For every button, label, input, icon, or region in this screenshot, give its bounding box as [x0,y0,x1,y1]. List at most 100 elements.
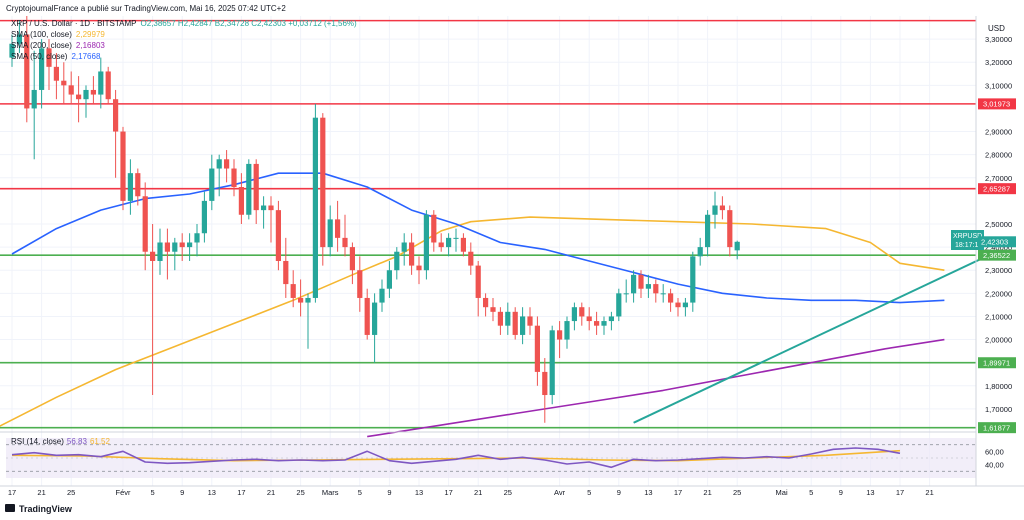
candle [16,20,22,53]
candle [446,233,452,257]
candle-body [490,307,496,312]
time-tick-label: 21 [703,488,711,497]
candle [364,288,370,340]
time-tick-label: 17 [8,488,16,497]
candle [98,57,104,109]
time-tick-label: 13 [644,488,652,497]
price-tick-label: 2,70000 [985,174,1012,183]
candle [727,205,733,257]
candle-body [431,214,437,243]
candle-body [475,265,481,298]
price-tick-label: 2,90000 [985,128,1012,137]
candle-body [468,251,474,266]
candle-body [386,270,392,289]
price-tick-label: 1,70000 [985,405,1012,414]
candle-body [460,237,466,252]
rsi-legend[interactable]: RSI (14, close) 56,83 61,52 [11,437,111,446]
candle [150,224,156,396]
time-axis[interactable]: 17 21 25 Févr 5 9 13 17 21 25 Mars 5 9 13 17 21 25 Avr 5 9 1… [8,488,934,497]
price-axis-currency: USD [988,24,1005,33]
candle [31,50,37,160]
candle [534,316,540,386]
candle [675,297,681,317]
time-tick-label: 17 [444,488,452,497]
candle-body [157,242,163,261]
legend-entry: SMA (50, close) 2,17668 [11,52,101,61]
candle-body [283,260,289,285]
rsi-legend-value: 56,83 [67,437,88,446]
candle [527,307,533,335]
price-level-value: 3,01973 [983,100,1010,109]
candle [46,39,52,90]
candle [342,214,348,257]
price-level-value: 1,89971 [983,359,1010,368]
candle-body [98,71,104,95]
candle-body [520,316,526,335]
time-tick-label: Févr [116,488,132,497]
candle [483,293,489,317]
plot-area[interactable] [0,16,976,486]
legend-entry: SMA (100, close) 2,29979 [11,30,105,39]
price-axis[interactable]: 3,30000 3,20000 3,10000 2,90000 2,80000 2,700… [985,35,1012,414]
time-tick-label: 13 [866,488,874,497]
candle [113,89,119,178]
candle [379,279,385,312]
time-tick-label: 13 [208,488,216,497]
candle-body [320,117,326,248]
candle-body [90,89,96,95]
indicator-legend[interactable]: SMA (100, close) 2,29979 SMA (200, close) 2… [11,30,105,61]
candle [468,242,474,275]
price-tick-label: 2,50000 [985,220,1012,229]
candle-body [453,237,459,239]
candle-body [231,168,237,188]
candle-body [394,251,400,271]
candle-body [224,159,230,169]
time-tick-label: 9 [839,488,843,497]
candle [394,247,400,280]
candle [668,288,674,312]
time-tick-label: 25 [67,488,75,497]
candle [172,237,178,271]
candle [697,237,703,266]
candle-body [616,293,622,317]
candle [601,316,607,335]
price-tick-label: 2,10000 [985,312,1012,321]
candle-body [379,288,385,303]
candle [105,66,111,104]
candle-body [534,325,540,372]
candle-body [512,311,518,335]
publisher-line: CryptojournalFrance a publié sur Trading… [6,4,286,13]
candle [246,159,252,220]
candle-body [150,251,156,261]
candle [24,16,30,123]
candle [53,52,59,100]
candle-body [364,297,370,335]
legend-value: 2,16803 [76,41,105,50]
price-level-value: 2,36522 [983,251,1010,260]
price-level-value: 2,65287 [983,184,1010,193]
candle-body [53,66,59,81]
tradingview-logo[interactable]: TradingView [5,504,73,514]
candle-body [187,242,193,248]
candle-body [238,187,244,215]
candle [187,233,193,261]
candle [453,228,459,252]
candle-body [438,242,444,248]
candle [312,103,318,303]
rsi-tick-label: 60,00 [985,447,1004,456]
candle [564,316,570,349]
candle-body [172,242,178,252]
candle [549,325,555,405]
candle-body [120,131,126,201]
time-tick-label: 13 [415,488,423,497]
candle [283,237,289,298]
candle [201,191,207,243]
candle [608,311,614,331]
rsi-pane [6,444,976,472]
candle [305,293,311,349]
candle [290,270,296,308]
candle [416,256,422,285]
candle-body [194,233,200,243]
